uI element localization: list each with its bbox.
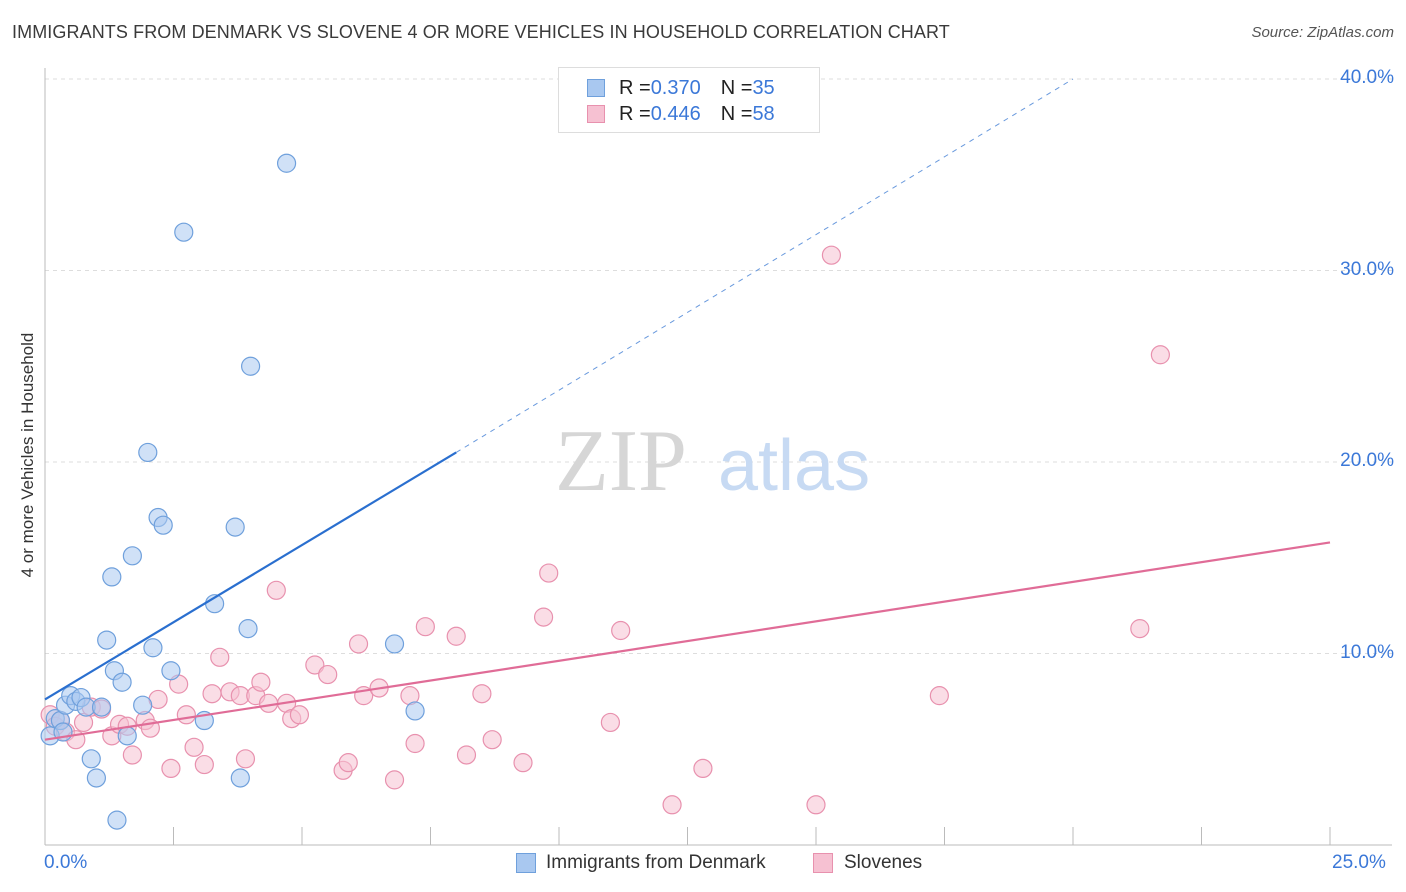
point-denmark	[81, 749, 101, 769]
point-denmark	[102, 567, 122, 587]
y-tick-label: 10.0%	[1340, 641, 1394, 663]
trendline-denmark-extension	[455, 78, 1074, 453]
point-denmark	[86, 768, 107, 788]
point-slovenes	[122, 745, 142, 765]
trendline-slovenes	[44, 541, 1331, 741]
point-slovenes	[513, 753, 533, 773]
point-slovenes	[1130, 619, 1150, 639]
y-tick-label: 30.0%	[1340, 258, 1394, 280]
point-slovenes	[415, 617, 435, 637]
point-slovenes	[482, 730, 502, 750]
correlation-legend: R = 0.370 N = 35 R = 0.446 N = 58	[558, 67, 820, 133]
point-slovenes	[446, 626, 466, 646]
point-slovenes	[176, 705, 196, 725]
point-slovenes	[539, 563, 559, 583]
n-value: 35	[752, 76, 775, 99]
point-slovenes	[693, 758, 713, 779]
r-value: 0.370	[650, 76, 701, 99]
point-denmark	[91, 697, 112, 717]
watermark-zip: ZIP	[555, 413, 687, 510]
r-label: R =	[619, 76, 651, 99]
point-slovenes	[210, 647, 230, 667]
legend-row-slovenes: R = 0.446 N = 58	[587, 102, 775, 126]
point-slovenes	[821, 245, 842, 265]
point-denmark	[143, 638, 163, 658]
legend-swatch-denmark	[587, 79, 605, 97]
point-slovenes	[289, 705, 310, 725]
point-slovenes	[472, 684, 492, 704]
point-slovenes	[202, 684, 222, 704]
point-denmark	[225, 517, 245, 537]
point-denmark	[97, 630, 117, 650]
point-slovenes	[184, 737, 204, 757]
x-tick-label-min: 0.0%	[44, 852, 88, 873]
point-denmark	[174, 222, 194, 242]
x-tick-label-max: 25.0%	[1332, 852, 1386, 873]
point-slovenes	[251, 672, 271, 692]
point-slovenes	[533, 607, 554, 627]
point-slovenes	[161, 758, 181, 779]
point-slovenes	[456, 745, 477, 765]
point-denmark	[153, 515, 173, 535]
point-slovenes	[338, 753, 358, 773]
point-denmark	[230, 768, 250, 788]
point-slovenes	[611, 620, 631, 641]
point-slovenes	[384, 770, 405, 790]
point-slovenes	[806, 795, 826, 815]
point-denmark	[117, 726, 137, 746]
point-slovenes	[235, 749, 256, 769]
r-label: R =	[619, 102, 651, 125]
point-denmark	[161, 661, 181, 681]
legend-row-denmark: R = 0.370 N = 35	[587, 76, 775, 100]
point-denmark	[238, 619, 258, 639]
n-label: N =	[720, 102, 753, 125]
legend-swatch-slovenes	[587, 105, 605, 123]
y-tick-label: 20.0%	[1340, 450, 1394, 471]
trendline-denmark	[44, 451, 457, 701]
bottom-legend-slovenes: Slovenes	[844, 852, 923, 873]
point-denmark	[122, 546, 142, 566]
bottom-legend-swatch-slovenes	[813, 853, 833, 873]
point-slovenes	[194, 754, 214, 775]
source-label: Source: ZipAtlas.com	[1251, 24, 1394, 41]
point-denmark	[384, 634, 405, 654]
point-slovenes	[305, 655, 325, 675]
point-slovenes	[600, 712, 621, 733]
point-denmark	[107, 810, 127, 830]
y-tick-label: 40.0%	[1340, 67, 1394, 88]
point-denmark	[112, 672, 132, 692]
bottom-legend-denmark: Immigrants from Denmark	[546, 852, 766, 873]
n-value: 58	[752, 102, 775, 125]
point-slovenes	[266, 580, 286, 600]
point-denmark	[133, 695, 153, 715]
point-slovenes	[662, 795, 682, 815]
bottom-legend-swatch-denmark	[516, 853, 536, 873]
point-denmark	[241, 356, 261, 376]
point-slovenes	[405, 733, 425, 754]
point-denmark	[138, 442, 158, 463]
r-value: 0.446	[650, 102, 701, 125]
point-denmark	[276, 153, 297, 173]
point-slovenes	[1150, 345, 1170, 365]
point-slovenes	[929, 686, 949, 706]
point-denmark	[405, 701, 425, 721]
chart-title: IMMIGRANTS FROM DENMARK VS SLOVENE 4 OR …	[12, 22, 950, 42]
n-label: N =	[720, 76, 753, 99]
watermark-atlas: atlas	[718, 426, 870, 506]
point-slovenes	[318, 664, 338, 685]
point-slovenes	[348, 634, 369, 654]
